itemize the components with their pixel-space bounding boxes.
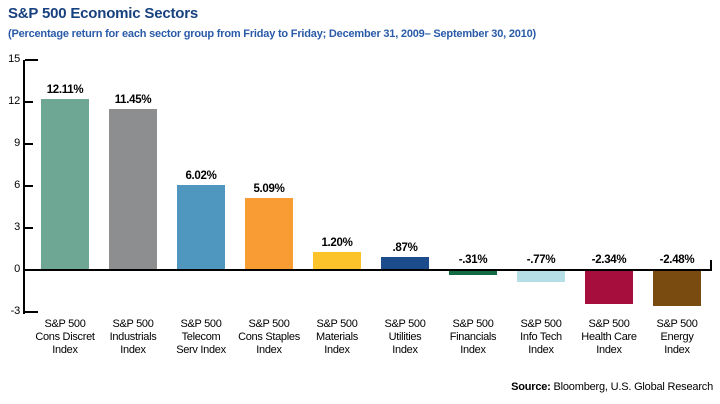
x-axis-label: S&P 500 Cons Staples Index: [235, 318, 303, 357]
bar: [517, 271, 565, 282]
x-axis-label-line: Industrials: [109, 331, 157, 343]
x-axis-label: S&P 500 Materials Index: [303, 318, 371, 357]
x-axis-label-line: Index: [664, 344, 690, 356]
y-axis-tick-label: 12: [8, 95, 20, 107]
x-axis-label-line: S&P 500: [520, 318, 562, 330]
x-axis-label-line: Serv Index: [176, 344, 226, 356]
bar-value-label: 1.20%: [321, 237, 353, 249]
page-title: S&P 500 Economic Sectors: [8, 5, 199, 22]
bar: [245, 198, 293, 269]
bar-value-label: -2.34%: [591, 254, 627, 266]
x-axis-label-line: S&P 500: [180, 318, 222, 330]
x-axis-label-line: S&P 500: [44, 318, 86, 330]
bar: [177, 185, 225, 269]
bar-value-label: -.77%: [526, 254, 556, 266]
bar: [585, 271, 633, 304]
y-axis-tick-label: -3: [10, 305, 21, 317]
x-axis-label-line: Cons Staples: [238, 331, 300, 343]
y-axis-tick-label: 0: [14, 263, 20, 275]
x-axis-label: S&P 500 Cons Discret Index: [31, 318, 99, 357]
x-axis-label: S&P 500 Telecom Serv Index: [167, 318, 235, 357]
x-axis-label-line: Index: [120, 344, 146, 356]
source-label: Source:: [511, 381, 551, 393]
x-axis-label-line: Cons Discret: [35, 331, 95, 343]
y-axis-tick-label: 6: [14, 179, 20, 191]
x-axis-label-line: Utilities: [388, 331, 422, 343]
x-axis-label-line: Index: [392, 344, 418, 356]
y-axis-tick: [25, 185, 33, 187]
bar-value-label: .87%: [392, 242, 418, 254]
x-axis-label: S&P 500 Utilities Index: [371, 318, 439, 357]
x-axis-label-line: Index: [528, 344, 554, 356]
x-axis-label-line: S&P 500: [384, 318, 426, 330]
bar: [41, 99, 89, 269]
bar-value-label: 11.45%: [114, 94, 152, 106]
x-axis-label: S&P 500 Energy Index: [643, 318, 711, 357]
x-axis-label-line: S&P 500: [112, 318, 154, 330]
y-axis-tick: [25, 101, 33, 103]
x-axis-label-line: Index: [52, 344, 78, 356]
source-text: Bloomberg, U.S. Global Research: [550, 381, 714, 393]
x-axis-label-line: S&P 500: [316, 318, 358, 330]
bar-value-label: -2.48%: [659, 254, 695, 266]
x-axis-label-line: Info Tech: [520, 331, 562, 343]
x-axis-label: S&P 500 Health Care Index: [575, 318, 643, 357]
bar: [313, 252, 361, 269]
bar-value-label: 12.11%: [46, 84, 84, 96]
bar-value-label: 5.09%: [253, 183, 285, 195]
y-axis-tick: [25, 227, 33, 229]
source-note: Source: Bloomberg, U.S. Global Research: [511, 381, 713, 393]
x-axis-label-line: Financials: [449, 331, 497, 343]
x-axis-label-line: Energy: [660, 331, 694, 343]
y-axis-tick: [25, 143, 33, 145]
bar: [449, 271, 497, 275]
x-axis-label-line: Materials: [316, 331, 358, 343]
y-axis-tick-label: 15: [8, 53, 20, 65]
x-axis-label-line: Health Care: [581, 331, 637, 343]
bar: [381, 257, 429, 269]
x-axis-label-line: S&P 500: [452, 318, 494, 330]
x-axis-label-line: S&P 500: [656, 318, 698, 330]
bar: [653, 271, 701, 306]
x-axis-zero-line: [23, 269, 712, 271]
x-axis-label-line: S&P 500: [248, 318, 290, 330]
bar-value-label: -.31%: [458, 254, 488, 266]
x-axis-label-line: Index: [324, 344, 350, 356]
y-axis-tick-label: 9: [14, 137, 20, 149]
x-axis-label: S&P 500 Info Tech Index: [507, 318, 575, 357]
bar: [109, 109, 157, 269]
bar-value-label: 6.02%: [185, 170, 217, 182]
x-axis-label-line: Index: [596, 344, 622, 356]
y-axis-tick: [25, 311, 38, 313]
y-axis-line: [23, 60, 25, 314]
y-axis-tick-label: 3: [14, 221, 20, 233]
x-axis-label: S&P 500 Industrials Index: [99, 318, 167, 357]
x-axis-label-line: Telecom: [181, 331, 221, 343]
y-axis-tick: [25, 59, 38, 61]
x-axis-label-line: Index: [460, 344, 486, 356]
chart-subtitle: (Percentage return for each sector group…: [8, 28, 536, 40]
x-axis-label-line: S&P 500: [588, 318, 630, 330]
x-axis-end-tick: [710, 260, 712, 269]
x-axis-label-line: Index: [256, 344, 282, 356]
x-axis-label: S&P 500 Financials Index: [439, 318, 507, 357]
